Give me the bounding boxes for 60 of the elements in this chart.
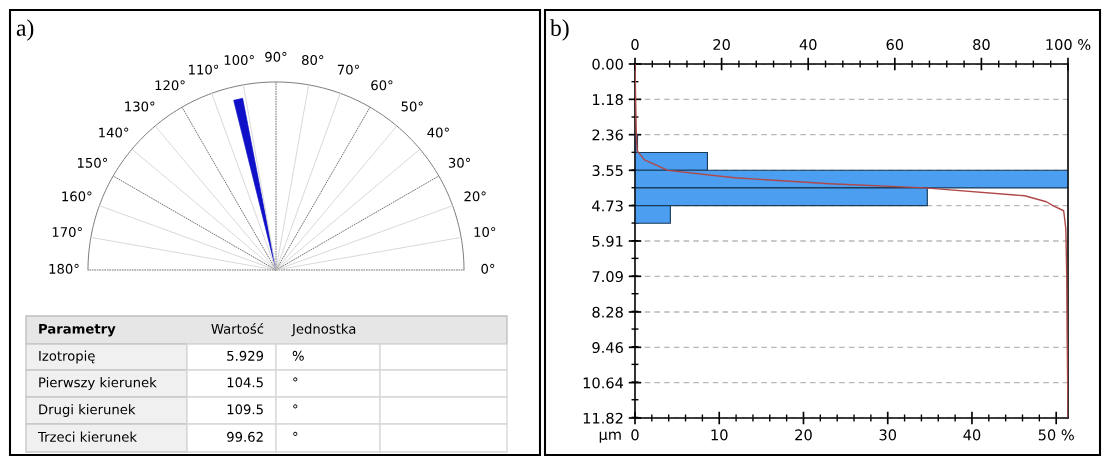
text: 160° — [62, 191, 92, 202]
text: 120° — [155, 80, 185, 91]
text: 50° — [401, 101, 423, 112]
y-tick-label: 0.00 — [592, 58, 623, 70]
y-tick-label: 8.28 — [592, 306, 623, 318]
text: 40° — [427, 127, 449, 138]
text: 130° — [125, 101, 155, 112]
text: 5.929 — [227, 350, 264, 361]
text: 60° — [371, 80, 393, 91]
text: 140° — [99, 127, 129, 138]
category-label: Drugi kierunek — [39, 404, 136, 417]
category-label: Wartość — [211, 323, 264, 334]
y-axis-title: µm — [599, 431, 621, 443]
text: 170° — [52, 227, 82, 238]
x2-tick-label: 40 — [799, 39, 817, 51]
y-tick-label: 9.46 — [592, 342, 623, 354]
x-tick-label: 50 % — [1038, 429, 1074, 441]
text: 100° — [224, 55, 254, 66]
text: ° — [293, 377, 298, 382]
category-label: Pierwszy kierunek — [39, 377, 157, 390]
x-tick-label: 10 — [711, 429, 728, 441]
x-tick-label: 40 — [963, 429, 981, 441]
x-tick-label: 30 — [879, 429, 897, 441]
text: ° — [293, 404, 298, 409]
text: 20° — [464, 191, 486, 202]
x-tick-label: 20 — [795, 429, 812, 441]
y-tick-label: 11.82 — [583, 412, 623, 424]
text: ° — [293, 431, 298, 436]
text: 0° — [481, 263, 495, 274]
y-tick-label: 4.73 — [592, 200, 623, 212]
y-tick-label: 3.55 — [592, 165, 623, 177]
y-tick-label: 5.91 — [592, 235, 623, 247]
category-label: Jednostka — [291, 323, 356, 337]
text: 90° — [265, 51, 287, 62]
x2-tick-label: 0 — [631, 39, 639, 51]
text: 99.62 — [227, 431, 263, 442]
text: 110° — [189, 64, 219, 75]
y-tick-label: 7.09 — [592, 271, 623, 283]
text: 150° — [77, 157, 108, 168]
y-tick-label: 10.64 — [583, 377, 624, 389]
chart-title: b) — [550, 19, 569, 41]
text: 109.5 — [227, 404, 263, 415]
text: 104.5 — [227, 377, 263, 388]
text: 70° — [337, 64, 359, 75]
text: 10° — [474, 227, 496, 238]
text: 30° — [448, 157, 471, 168]
text: 180° — [49, 263, 79, 274]
x2-tick-label: 20 — [713, 39, 730, 51]
category-label: Parametry — [39, 323, 116, 337]
y-tick-label: 2.36 — [592, 129, 623, 141]
y-tick-label: 1.18 — [593, 94, 623, 106]
text: % — [292, 350, 304, 361]
category-label: Izotropię — [39, 350, 95, 364]
text: 80° — [302, 55, 324, 66]
x2-tick-label: 100 % — [1046, 39, 1091, 51]
x2-tick-label: 80 — [973, 39, 990, 51]
category-label: Trzeci kierunek — [37, 431, 137, 442]
text: a) — [16, 19, 34, 41]
x-tick-label: 0 — [631, 429, 639, 441]
x2-tick-label: 60 — [886, 39, 904, 51]
